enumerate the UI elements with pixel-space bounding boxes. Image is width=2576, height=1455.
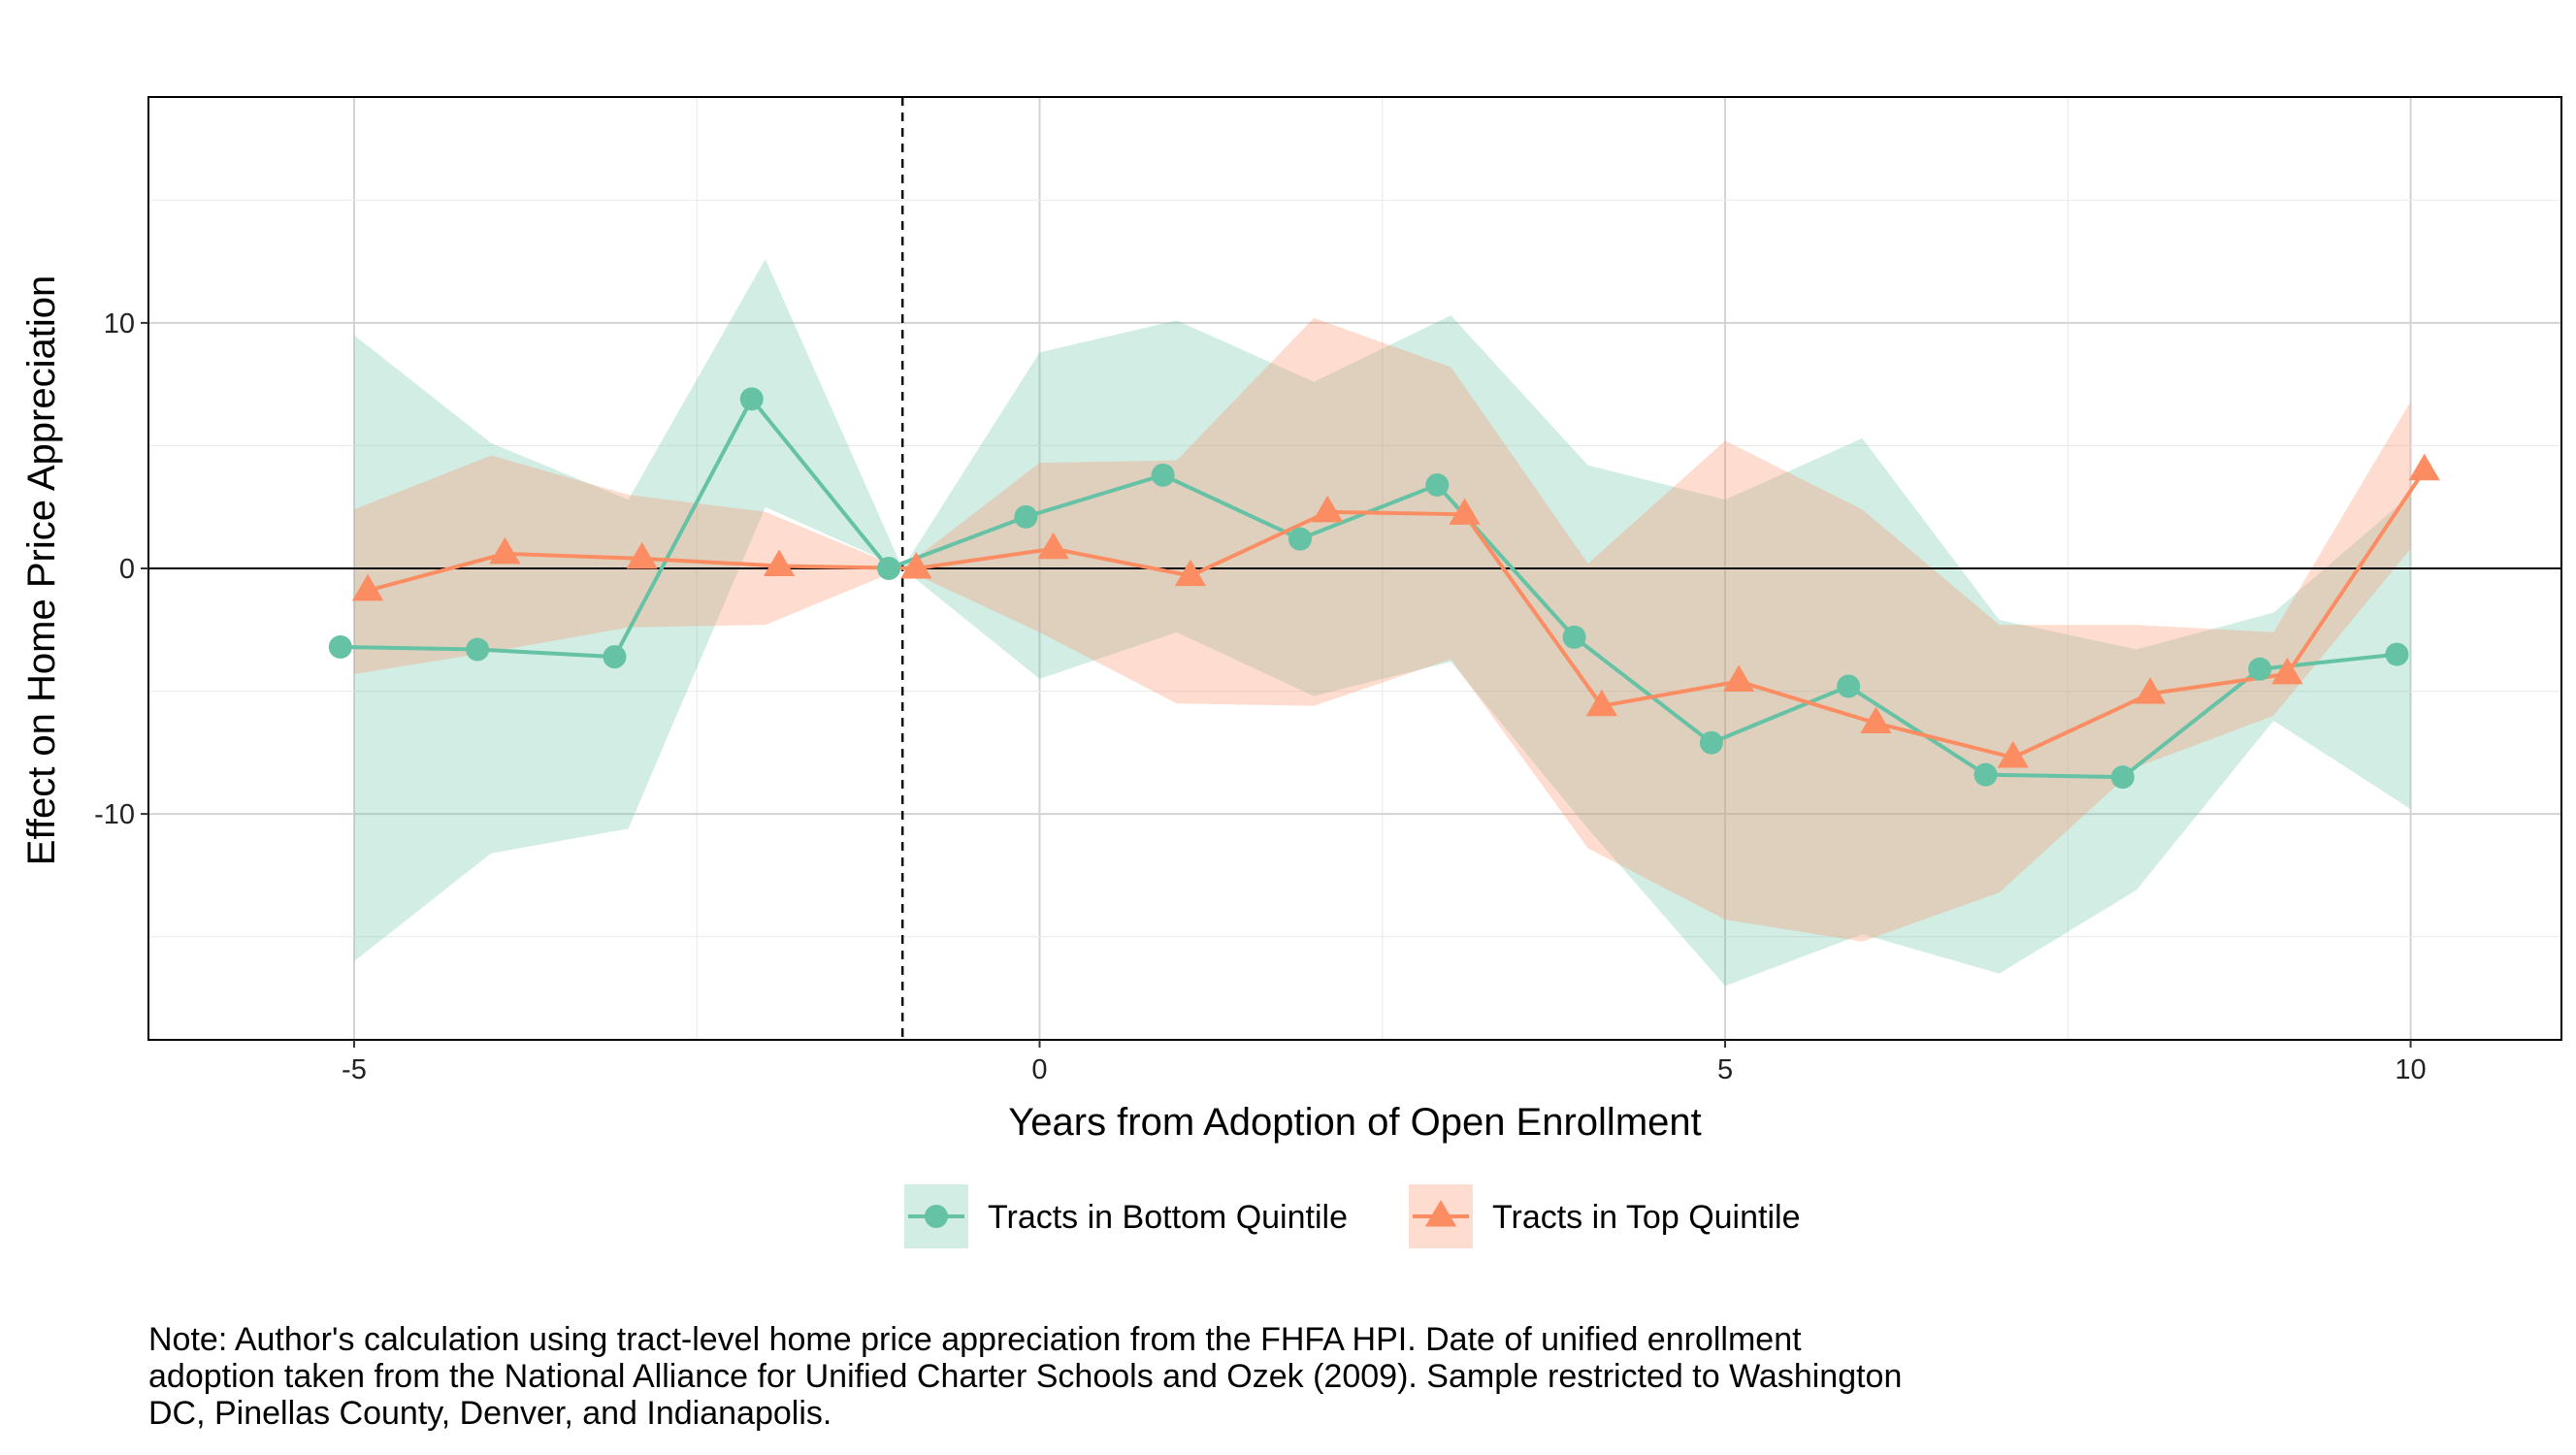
data-point-triangle — [1997, 740, 2029, 768]
data-point-circle — [1699, 730, 1723, 755]
legend-label: Tracts in Bottom Quintile — [988, 1199, 1348, 1236]
data-point-triangle — [1860, 706, 1892, 734]
data-point-triangle — [2408, 453, 2440, 481]
confidence-band — [353, 317, 2411, 942]
data-point-circle — [1562, 625, 1586, 649]
data-point-circle — [603, 645, 627, 669]
data-point-circle — [1973, 762, 1998, 787]
legend-label: Tracts in Top Quintile — [1492, 1199, 1800, 1236]
data-point-triangle — [763, 549, 796, 577]
data-point-triangle — [626, 541, 658, 569]
x-tick-label: -5 — [342, 1054, 367, 1085]
legend-key-circle — [925, 1205, 948, 1228]
data-point-triangle — [1449, 498, 1481, 525]
y-axis-title: Effect on Home Price Appreciation — [20, 275, 63, 865]
data-point-circle — [328, 635, 352, 659]
series-markers — [328, 387, 2440, 790]
legend: Tracts in Bottom Quintile Tracts in Top Q… — [904, 1184, 1800, 1248]
x-tick-label: 10 — [2395, 1054, 2426, 1085]
data-point-circle — [1837, 674, 1861, 698]
reference-lines — [148, 97, 2561, 1040]
x-axis-title: Years from Adoption of Open Enrollment — [1008, 1101, 1702, 1144]
data-point-triangle — [2271, 657, 2303, 685]
data-point-circle — [2110, 765, 2135, 790]
axis-ticks: -5 0 5 10 -10 0 10 — [94, 308, 2427, 1085]
y-tick-label: 10 — [104, 308, 135, 340]
data-point-triangle — [489, 536, 521, 565]
data-point-triangle — [1723, 664, 1755, 692]
data-point-triangle — [2134, 677, 2167, 704]
y-tick-label: 0 — [119, 554, 135, 585]
y-tick-label: -10 — [94, 799, 135, 830]
data-point-triangle — [1174, 559, 1207, 587]
x-tick-label: 0 — [1031, 1054, 1047, 1085]
note-line: Note: Author's calculation using tract-l… — [148, 1321, 1802, 1358]
data-point-circle — [1288, 527, 1312, 551]
data-point-circle — [1151, 463, 1175, 487]
data-point-triangle — [1585, 689, 1618, 717]
series-line — [367, 469, 2427, 760]
data-point-circle — [1014, 504, 1038, 529]
data-point-circle — [739, 387, 764, 411]
legend-item: Tracts in Top Quintile — [1409, 1184, 1800, 1248]
legend-item: Tracts in Bottom Quintile — [904, 1184, 1348, 1248]
data-point-triangle — [900, 552, 932, 579]
data-point-triangle — [351, 573, 384, 601]
figure-note: Note: Author's calculation using tract-l… — [148, 1321, 2380, 1432]
confidence-bands — [353, 259, 2411, 986]
x-tick-label: 5 — [1717, 1054, 1733, 1085]
data-point-triangle — [1037, 532, 1069, 560]
data-point-triangle — [1312, 495, 1344, 523]
legend-key-triangle — [1424, 1200, 1457, 1227]
data-point-circle — [877, 557, 901, 580]
confidence-band — [353, 259, 2411, 986]
note-line: DC, Pinellas County, Denver, and Indiana… — [148, 1395, 832, 1432]
series-lines — [340, 397, 2427, 780]
data-point-circle — [466, 637, 490, 662]
data-point-circle — [1425, 472, 1450, 497]
data-point-circle — [2385, 642, 2409, 666]
note-line: adoption taken from the National Allianc… — [148, 1358, 1903, 1395]
data-point-circle — [2248, 657, 2272, 681]
